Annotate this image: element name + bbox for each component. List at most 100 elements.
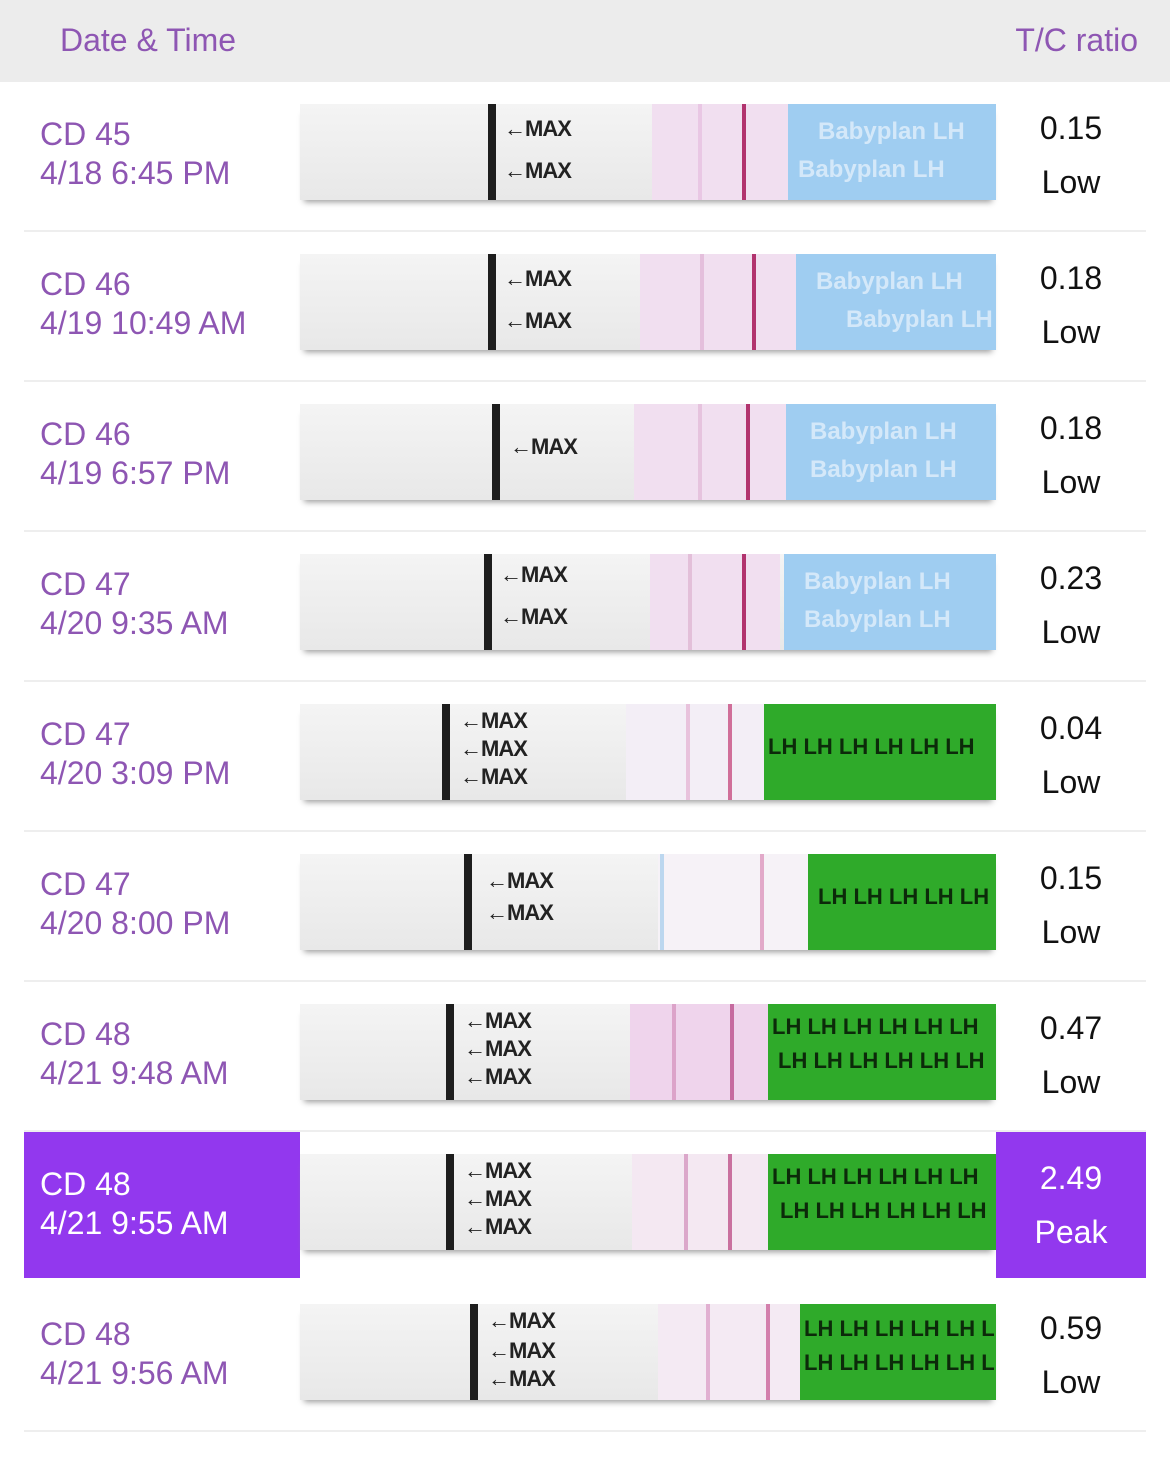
strip-max-label: ←MAX bbox=[464, 1064, 532, 1089]
strip-brand-text: LH LH LH LH LH LH bbox=[772, 1014, 979, 1039]
row-divider bbox=[24, 230, 1146, 232]
strip-max-label: ←MAX bbox=[464, 1214, 532, 1239]
test-line bbox=[766, 1304, 770, 1400]
row-divider bbox=[24, 1130, 1146, 1132]
ratio-cell: 0.59 Low bbox=[996, 1282, 1146, 1432]
strip-max-bar bbox=[446, 1004, 454, 1100]
control-line bbox=[706, 1304, 710, 1400]
test-datetime: 4/19 6:57 PM bbox=[40, 455, 231, 491]
test-strip-photo: ←MAX ←MAX Babyplan LH Babyplan LH bbox=[300, 554, 996, 650]
date-cell: CD 48 4/21 9:55 AM bbox=[24, 1132, 300, 1278]
strip-max-label: ←MAX bbox=[488, 1338, 556, 1363]
ratio-cell: 0.47 Low bbox=[996, 982, 1146, 1132]
test-row[interactable]: CD 48 4/21 9:48 AM ←MAX ←MAX ←MAX LH LH … bbox=[0, 982, 1170, 1132]
test-strip-photo: ←MAX Babyplan LH Babyplan LH bbox=[300, 404, 996, 500]
strip-brand-text: LH LH LH LH LH LH bbox=[804, 1316, 996, 1341]
tc-ratio-value: 0.15 bbox=[1039, 860, 1103, 896]
strip-result-window bbox=[650, 554, 780, 650]
strip-brand-text: Babyplan LH bbox=[846, 306, 993, 333]
test-strip-photo: ←MAX ←MAX ←MAX LH LH LH LH LH LH LH LH L… bbox=[300, 1154, 996, 1250]
strip-brand-area: Babyplan LH Babyplan LH bbox=[786, 404, 996, 500]
test-row-peak[interactable]: CD 48 4/21 9:55 AM ←MAX ←MAX ←MAX LH LH … bbox=[0, 1132, 1170, 1282]
date-cell: CD 47 4/20 9:35 AM bbox=[24, 532, 300, 682]
lh-level: Low bbox=[1041, 1364, 1101, 1400]
test-row[interactable]: CD 48 4/21 9:56 AM ←MAX ←MAX ←MAX LH LH … bbox=[0, 1282, 1170, 1432]
test-row[interactable]: CD 47 4/20 9:35 AM ←MAX ←MAX Babyplan LH… bbox=[0, 532, 1170, 682]
strip-max-bar bbox=[484, 554, 492, 650]
cycle-day: CD 47 bbox=[40, 866, 131, 902]
strip-max-label: ←MAX bbox=[488, 1366, 556, 1391]
cycle-day: CD 48 bbox=[40, 1316, 131, 1352]
ratio-cell: 0.15 Low bbox=[996, 832, 1146, 982]
lh-level: Low bbox=[1041, 914, 1101, 950]
tc-ratio-value: 0.47 bbox=[1039, 1010, 1103, 1046]
control-line bbox=[698, 404, 702, 500]
test-datetime: 4/19 10:49 AM bbox=[40, 305, 247, 341]
date-cell: CD 45 4/18 6:45 PM bbox=[24, 82, 300, 232]
strip-max-label: ←MAX bbox=[486, 900, 554, 925]
test-strip-photo: ←MAX ←MAX Babyplan LH Babyplan LH bbox=[300, 254, 996, 350]
test-row[interactable]: CD 45 4/18 6:45 PM ←MAX ←MAX Babyplan LH… bbox=[0, 82, 1170, 232]
strip-brand-text: Babyplan LH bbox=[818, 118, 965, 145]
test-row[interactable]: CD 47 4/20 8:00 PM ←MAX ←MAX LH LH LH LH… bbox=[0, 832, 1170, 982]
strip-max-label: ←MAX bbox=[464, 1008, 532, 1033]
test-datetime: 4/20 8:00 PM bbox=[40, 905, 231, 941]
row-divider bbox=[24, 980, 1146, 982]
ratio-cell: 0.15 Low bbox=[996, 82, 1146, 232]
ratio-cell: 0.04 Low bbox=[996, 682, 1146, 832]
tc-ratio-value: 0.04 bbox=[1039, 710, 1103, 746]
strip-result-window bbox=[640, 254, 796, 350]
strip-max-bar bbox=[492, 404, 500, 500]
strip-max-bar bbox=[464, 854, 472, 950]
test-line bbox=[760, 854, 764, 950]
date-cell: CD 48 4/21 9:48 AM bbox=[24, 982, 300, 1132]
test-row[interactable]: CD 47 4/20 3:09 PM ←MAX ←MAX ←MAX LH LH … bbox=[0, 682, 1170, 832]
strip-brand-area: Babyplan LH Babyplan LH bbox=[788, 104, 996, 200]
cycle-day: CD 47 bbox=[40, 716, 131, 752]
cycle-day: CD 46 bbox=[40, 416, 131, 452]
control-line bbox=[700, 254, 704, 350]
test-line bbox=[728, 1154, 732, 1250]
row-divider bbox=[24, 680, 1146, 682]
cycle-day: CD 48 bbox=[40, 1016, 131, 1052]
row-divider bbox=[24, 830, 1146, 832]
test-datetime: 4/20 9:35 AM bbox=[40, 605, 229, 641]
test-datetime: 4/18 6:45 PM bbox=[40, 155, 231, 191]
date-cell: CD 46 4/19 10:49 AM bbox=[24, 232, 300, 382]
row-divider bbox=[24, 530, 1146, 532]
strip-brand-text: LH LH LH LH LH LH bbox=[772, 1164, 979, 1189]
cycle-day: CD 45 bbox=[40, 116, 131, 152]
strip-brand-area: Babyplan LH Babyplan LH bbox=[796, 254, 996, 350]
test-strip-photo: ←MAX ←MAX ←MAX LH LH LH LH LH LH LH LH L… bbox=[300, 1304, 996, 1400]
lh-level: Low bbox=[1041, 314, 1101, 350]
test-datetime: 4/20 3:09 PM bbox=[40, 755, 231, 791]
test-line bbox=[746, 404, 750, 500]
control-line bbox=[688, 554, 692, 650]
table-header: Date & Time T/C ratio bbox=[0, 0, 1170, 82]
strip-brand-area: LH LH LH LH LH LH LH LH LH LH LH LH bbox=[768, 1004, 996, 1100]
test-line bbox=[752, 254, 756, 350]
cycle-day: CD 46 bbox=[40, 266, 131, 302]
lh-level: Peak bbox=[1034, 1214, 1108, 1250]
date-time-column-header: Date & Time bbox=[60, 22, 237, 58]
test-line bbox=[742, 104, 746, 200]
ratio-cell: 0.18 Low bbox=[996, 382, 1146, 532]
date-cell: CD 47 4/20 8:00 PM bbox=[24, 832, 300, 982]
strip-brand-text: Babyplan LH bbox=[804, 568, 951, 595]
strip-max-label: ←MAX bbox=[504, 266, 572, 291]
test-row[interactable]: CD 46 4/19 6:57 PM ←MAX Babyplan LH Baby… bbox=[0, 382, 1170, 532]
strip-max-label: ←MAX bbox=[464, 1158, 532, 1183]
strip-result-window bbox=[634, 404, 786, 500]
strip-brand-area: Babyplan LH Babyplan LH bbox=[784, 554, 996, 650]
lh-level: Low bbox=[1041, 614, 1101, 650]
strip-brand-text: Babyplan LH bbox=[810, 456, 957, 483]
tc-ratio-column-header: T/C ratio bbox=[1015, 22, 1138, 58]
strip-brand-text: Babyplan LH bbox=[810, 418, 957, 445]
row-divider bbox=[24, 380, 1146, 382]
tc-ratio-value: 2.49 bbox=[1039, 1160, 1103, 1196]
test-results-list: CD 45 4/18 6:45 PM ←MAX ←MAX Babyplan LH… bbox=[0, 82, 1170, 1432]
strip-result-window bbox=[652, 104, 788, 200]
test-row[interactable]: CD 46 4/19 10:49 AM ←MAX ←MAX Babyplan L… bbox=[0, 232, 1170, 382]
strip-max-label: ←MAX bbox=[504, 158, 572, 183]
strip-brand-text: LH LH LH LH LH LH bbox=[778, 1048, 985, 1073]
